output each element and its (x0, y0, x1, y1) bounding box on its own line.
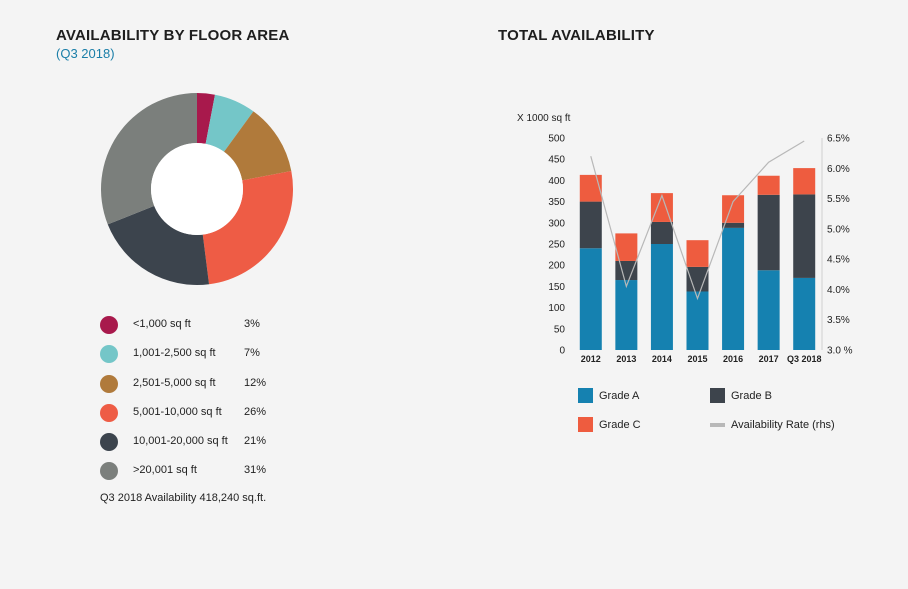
bar-swatch-icon (578, 388, 593, 403)
legend-label: 10,001-20,000 sq ft (133, 435, 228, 448)
donut-hole (151, 143, 243, 235)
bar-segment (579, 248, 602, 350)
donut-slice (107, 205, 210, 285)
legend-dot-icon (100, 316, 118, 334)
bar-segment (686, 291, 709, 350)
x-tick-label: 2017 (759, 354, 779, 364)
y-tick-label: 200 (548, 261, 565, 272)
y2-tick-label: 5.0% (827, 224, 850, 235)
legend-dot-icon (100, 433, 118, 452)
bar-segment (757, 194, 780, 271)
legend-dot-icon (100, 462, 118, 481)
donut-chart-subtitle: (Q3 2018) (56, 46, 115, 61)
bar-segment (650, 193, 673, 222)
bar-segment (793, 194, 816, 278)
bar-legend-label: Grade B (731, 390, 772, 402)
y2-tick-label: 3.5% (827, 315, 850, 326)
bar-swatch-icon (578, 417, 593, 432)
y-tick-label: 150 (548, 282, 565, 293)
legend-label: 1,001-2,500 sq ft (133, 347, 216, 360)
bar-legend-label: Grade C (599, 419, 641, 431)
bar-segment (579, 174, 602, 202)
bar-chart-title: TOTAL AVAILABILITY (498, 27, 655, 44)
x-tick-label: 2012 (581, 354, 601, 364)
donut-chart-title: AVAILABILITY BY FLOOR AREA (56, 27, 290, 44)
bar-segment (793, 168, 816, 195)
legend-value: 7% (244, 347, 260, 360)
x-tick-label: 2016 (723, 354, 743, 364)
y2-tick-label: 6.0% (827, 164, 850, 175)
y2-tick-label: 4.0% (827, 285, 850, 296)
bar-segment (757, 175, 780, 195)
legend-label: <1,000 sq ft (133, 318, 191, 330)
y2-tick-label: 4.5% (827, 255, 850, 266)
bar-segment (722, 222, 745, 228)
bar-segment (579, 201, 602, 249)
bar-segment (615, 260, 638, 281)
bar-segment (615, 280, 638, 350)
y-axis-unit-label: X 1000 sq ft (517, 113, 571, 124)
legend-value: 21% (244, 435, 267, 448)
y-tick-label: 500 (548, 134, 565, 145)
donut-slice (197, 93, 215, 144)
donut-slice (224, 111, 292, 181)
bar-segment (686, 266, 709, 292)
y2-tick-label: 3.0 % (827, 346, 853, 357)
bar-segment (650, 221, 673, 244)
bar-segment (722, 195, 745, 223)
availability-rate-line (590, 140, 805, 301)
y2-tick-label: 6.5% (827, 134, 850, 145)
legend-dot-icon (100, 403, 118, 422)
donut-slice (202, 171, 294, 285)
x-tick-label: 2015 (687, 354, 707, 364)
bar-segment (757, 270, 780, 350)
legend-label: 2,501-5,000 sq ft (133, 376, 216, 389)
y-tick-label: 300 (548, 218, 565, 229)
legend-value: 26% (244, 405, 267, 418)
legend-value: 12% (244, 376, 267, 389)
bar-swatch-icon (710, 388, 725, 403)
legend-dot-icon (100, 345, 118, 364)
legend-dot-icon (100, 374, 118, 393)
bar-segment (615, 233, 638, 261)
line-swatch-icon (710, 423, 725, 427)
donut-slice (205, 94, 254, 152)
y-tick-label: 100 (548, 303, 565, 314)
x-tick-label: 2013 (616, 354, 636, 364)
y-tick-label: 350 (548, 197, 565, 208)
bar-segment (650, 244, 673, 350)
legend-value: 31% (244, 464, 267, 477)
bar-segment (686, 240, 709, 267)
bar-segment (793, 277, 816, 350)
y-tick-label: 50 (554, 324, 566, 335)
y-tick-label: 0 (559, 346, 565, 357)
x-tick-label: 2014 (652, 354, 672, 364)
donut-slice (100, 93, 197, 225)
y-tick-label: 450 (548, 155, 565, 166)
y2-tick-label: 5.5% (827, 194, 850, 205)
x-tick-label: Q3 2018 (787, 354, 822, 364)
availability-footnote: Q3 2018 Availability 418,240 sq.ft. (100, 492, 267, 504)
y-tick-label: 400 (548, 176, 565, 187)
bar-legend-label: Availability Rate (rhs) (731, 419, 835, 431)
legend-label: >20,001 sq ft (133, 464, 197, 477)
bar-legend-label: Grade A (599, 390, 640, 402)
legend-value: 3% (244, 318, 260, 330)
y-tick-label: 250 (548, 240, 565, 251)
legend-label: 5,001-10,000 sq ft (133, 405, 222, 418)
bar-segment (722, 227, 745, 350)
